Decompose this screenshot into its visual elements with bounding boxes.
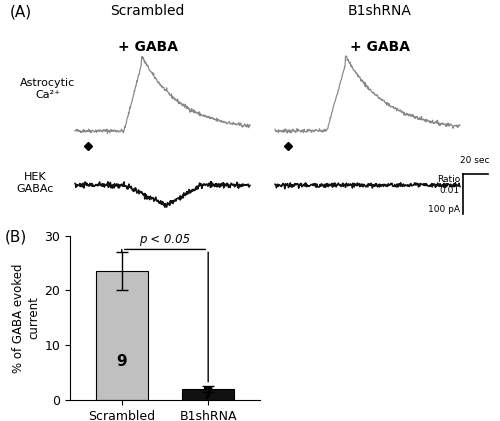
Text: 7: 7 xyxy=(203,387,213,402)
Text: Astrocytic
Ca²⁺: Astrocytic Ca²⁺ xyxy=(20,78,75,100)
Bar xyxy=(96,271,148,400)
Text: (A): (A) xyxy=(10,5,32,19)
Text: (B): (B) xyxy=(5,229,27,245)
Text: + GABA: + GABA xyxy=(118,40,178,54)
Text: B1shRNA: B1shRNA xyxy=(348,5,412,19)
Y-axis label: % of GABA evoked
current: % of GABA evoked current xyxy=(12,263,40,373)
Text: 100 pA: 100 pA xyxy=(428,205,460,214)
Text: + GABA: + GABA xyxy=(350,40,410,54)
Bar xyxy=(182,389,234,400)
Text: Scrambled: Scrambled xyxy=(110,5,184,19)
Text: 9: 9 xyxy=(116,354,127,369)
Text: Ratio
0.01: Ratio 0.01 xyxy=(437,176,460,195)
Text: 20 sec: 20 sec xyxy=(460,156,490,165)
Text: HEK
GABAc: HEK GABAc xyxy=(16,172,54,194)
Text: p < 0.05: p < 0.05 xyxy=(140,233,190,245)
